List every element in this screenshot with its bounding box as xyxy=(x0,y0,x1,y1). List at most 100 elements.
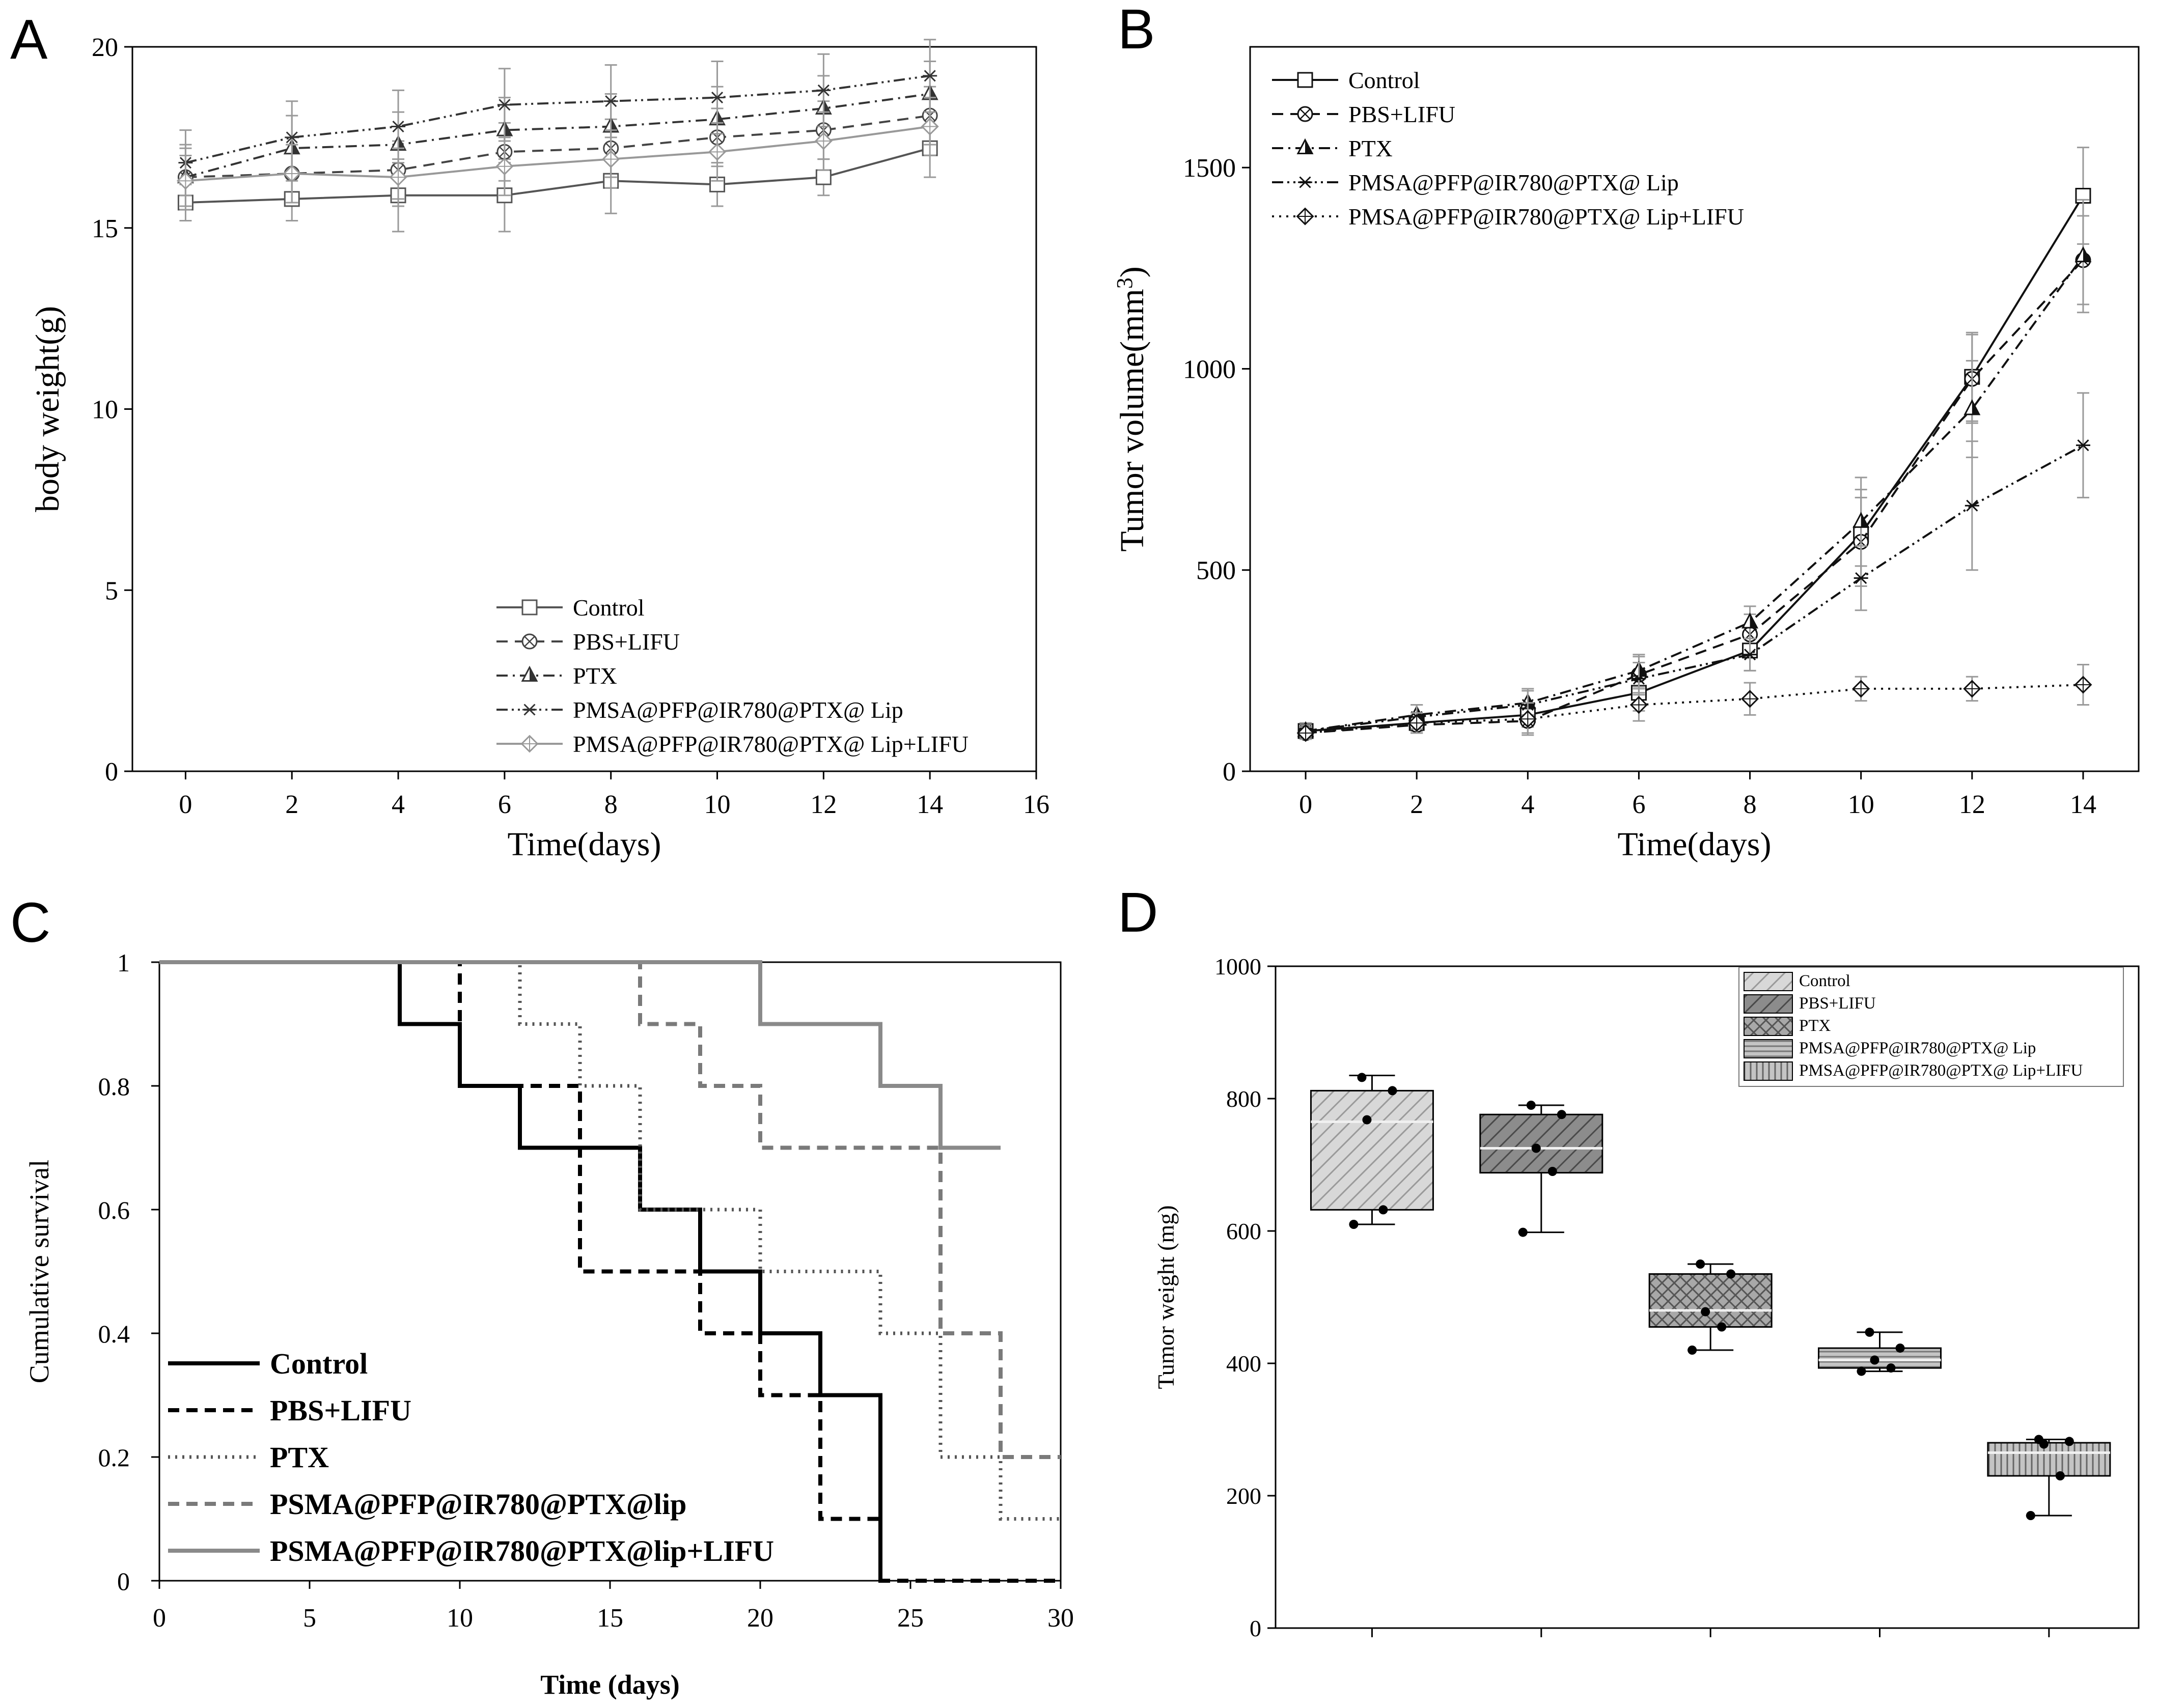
panel-d-data-point xyxy=(1349,1220,1359,1229)
panel-b-data-point-fill xyxy=(2083,247,2090,262)
panel-a-legend-marker-cross xyxy=(524,636,535,647)
panel-d-data-point xyxy=(1857,1366,1866,1376)
panel-d-data-point xyxy=(1378,1205,1388,1215)
panel-b-tumor-volume-chart: 0 2 4 6 8 10 12 14 0 500 1000 1500 Time(days) Tumor v… xyxy=(1112,46,2140,863)
panel-d-legend-swatch xyxy=(1744,1017,1793,1036)
panel-d-legend: Control PBS+LIFU PTX PMSA@PFP@IR780@PTX@ Li… xyxy=(1738,967,2124,1087)
panel-d-data-point xyxy=(1362,1115,1372,1125)
panel-d-data-point xyxy=(2026,1511,2035,1520)
panel-b-series-line xyxy=(1305,259,2084,734)
panel-a-data-point xyxy=(497,99,512,111)
panel-d-data-point xyxy=(1701,1307,1710,1317)
panel-b-data-point xyxy=(2076,439,2090,452)
panel-c-legend-label: PTX xyxy=(270,1441,329,1474)
panel-d-legend-label: PMSA@PFP@IR780@PTX@ Lip xyxy=(1799,1039,2036,1057)
panel-c-y-tick-label: 0.2 xyxy=(98,1443,130,1472)
panel-d-data-point xyxy=(2064,1437,2074,1446)
panel-b-y-tick-label: 1000 xyxy=(1183,355,1236,384)
panel-d-data-point xyxy=(1886,1363,1896,1373)
panel-d-whisker xyxy=(1688,1263,1734,1351)
panel-a-legend-marker-fill xyxy=(530,667,537,681)
panel-a-data-point xyxy=(391,120,406,133)
panel-b-x-tick-label: 4 xyxy=(1521,790,1534,819)
panel-b-data-point-cross xyxy=(1297,725,1314,741)
panel-b-series-line xyxy=(1305,255,2084,732)
panel-b-data-point-fill xyxy=(1861,513,1868,527)
panel-a-data-point xyxy=(710,92,725,104)
panel-d-box-body xyxy=(1310,1089,1434,1211)
panel-b-legend-marker-cross xyxy=(1299,108,1311,120)
panel-d-whisker xyxy=(1518,1104,1564,1234)
panel-b-data-point xyxy=(1965,499,1979,512)
panel-a-data-point-cross xyxy=(178,173,193,189)
panel-d-data-point xyxy=(1865,1327,1874,1337)
panel-d-box-2 xyxy=(1479,1101,1603,1237)
panel-d-legend-swatch xyxy=(1744,972,1793,991)
panel-d-box-4 xyxy=(1818,1327,1942,1376)
panel-b-data-point-fill xyxy=(1750,614,1757,628)
panel-d-data-point xyxy=(1357,1073,1367,1082)
panel-d-y-axis-label: Tumor weight (mg) xyxy=(1153,1205,1179,1389)
panel-b-y-axis-label: Tumor volume(mm3) xyxy=(1112,266,1151,551)
panel-d-data-point xyxy=(1518,1227,1528,1237)
panel-d-data-point xyxy=(1388,1086,1397,1096)
panel-d-y-tick-label: 400 xyxy=(1226,1351,1261,1377)
panel-b-data-point xyxy=(1854,572,1868,584)
panel-a-legend-label: PTX xyxy=(573,663,617,689)
panel-a-x-tick-label: 8 xyxy=(604,790,618,819)
panel-d-data-point xyxy=(1717,1322,1727,1332)
panel-c-y-tick-label: 0.6 xyxy=(98,1196,130,1224)
panel-b-data-point xyxy=(1743,649,1757,661)
panel-d-box-5 xyxy=(1987,1435,2111,1520)
panel-a-series-line xyxy=(185,93,930,179)
panel-b-x-tick-label: 6 xyxy=(1632,790,1645,819)
panel-a-legend-label: Control xyxy=(573,595,645,621)
panel-a-data-point-cross xyxy=(603,151,619,167)
panel-a-legend-label: PBS+LIFU xyxy=(573,629,680,655)
panel-c-y-tick-label: 0.8 xyxy=(98,1072,130,1101)
panel-c-legend: Control PBS+LIFU PTX PSMA@PFP@IR780@PTX@lip… xyxy=(168,1347,774,1567)
panel-d-legend-label: PTX xyxy=(1799,1017,1831,1035)
panel-a-x-tick-label: 14 xyxy=(917,790,943,819)
panel-b-data-point-fill xyxy=(1972,401,1979,414)
panel-c-y-tick-label: 0.4 xyxy=(98,1320,130,1348)
panel-a-legend: Control PBS+LIFU PTX PMSA@PFP@IR780@PTX@ Li… xyxy=(496,595,969,757)
panel-a-data-point xyxy=(815,169,832,185)
panel-b-legend-marker-fill xyxy=(1305,139,1312,154)
panel-letter-a: A xyxy=(10,8,48,71)
panel-c-y-tick-label: 1 xyxy=(117,948,130,977)
panel-b-data-point-cross xyxy=(2075,677,2091,693)
panel-a-x-tick-label: 0 xyxy=(179,790,192,819)
panel-a-data-point xyxy=(923,70,937,82)
panel-d-data-point xyxy=(2055,1471,2065,1480)
panel-d-data-point xyxy=(1870,1355,1879,1365)
panel-d-plot-frame xyxy=(1275,965,2140,1629)
panel-a-y-tick-label: 10 xyxy=(92,396,118,425)
panel-a-data-point xyxy=(603,95,618,107)
panel-b-x-tick-label: 10 xyxy=(1848,790,1874,819)
panel-a-y-tick-label: 15 xyxy=(92,214,118,243)
panel-a-x-axis-label: Time(days) xyxy=(508,826,661,863)
panel-c-survival-curve-3 xyxy=(159,960,1061,1521)
panel-c-survival-curve-4 xyxy=(159,960,1061,1459)
panel-a-legend-label: PMSA@PFP@IR780@PTX@ Lip xyxy=(573,697,903,723)
panel-d-y-tick-label: 0 xyxy=(1250,1615,1261,1641)
panel-a-data-point-fill xyxy=(611,118,618,132)
panel-a-data-point-cross xyxy=(496,158,513,175)
panel-a-y-tick-label: 0 xyxy=(105,758,118,787)
panel-c-survival-curve-5 xyxy=(159,960,1001,1150)
panel-c-x-axis-label: Time (days) xyxy=(540,1669,680,1700)
panel-c-survival-curve-2 xyxy=(159,960,1061,1583)
panel-c-legend-label: PBS+LIFU xyxy=(270,1394,411,1427)
panel-d-data-point xyxy=(1531,1143,1541,1153)
panel-b-x-tick-label: 0 xyxy=(1299,790,1312,819)
panel-b-legend-label: PMSA@PFP@IR780@PTX@ Lip+LIFU xyxy=(1348,204,1744,230)
panel-c-x-tick-label: 5 xyxy=(303,1604,316,1633)
panel-d-box-body xyxy=(1818,1347,1942,1369)
panel-c-y-tick-label: 0 xyxy=(117,1567,130,1595)
panel-b-y-tick-label: 1500 xyxy=(1183,154,1236,183)
panel-a-x-tick-label: 10 xyxy=(704,790,731,819)
panel-c-legend-label: PSMA@PFP@IR780@PTX@lip xyxy=(270,1488,686,1521)
panel-b-legend-marker xyxy=(1298,176,1312,188)
